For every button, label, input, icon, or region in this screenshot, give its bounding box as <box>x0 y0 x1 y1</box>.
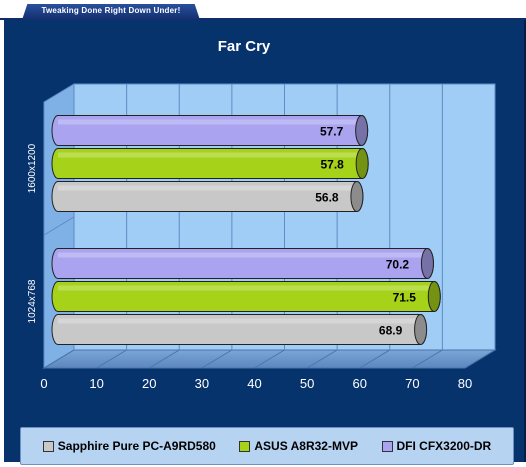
bar-cap <box>427 281 441 312</box>
chart-title: Far Cry <box>218 38 271 55</box>
legend-swatch <box>239 440 251 452</box>
bar-value-label: 71.5 <box>393 291 417 305</box>
bar-value-label: 57.7 <box>320 125 344 139</box>
site-tagline: Tweaking Done Right Down Under! <box>41 6 181 15</box>
floor-grid-line <box>359 349 391 369</box>
floor-grid-line <box>254 349 285 369</box>
legend-item: DFI CFX3200-DR <box>381 439 492 453</box>
legend-label: Sapphire Pure PC-A9RD580 <box>57 439 216 453</box>
bar-highlight <box>58 185 357 191</box>
bar-cap <box>350 181 364 212</box>
floor-grid-line <box>96 349 127 369</box>
bar-highlight <box>58 318 421 324</box>
floor-grid-line <box>201 349 233 369</box>
site-tab-shape <box>22 4 200 20</box>
bar-value-label: 68.9 <box>379 324 403 338</box>
y-category-label: 1600x1200 <box>27 143 38 193</box>
bar-value-label: 57.8 <box>320 158 344 172</box>
legend: Sapphire Pure PC-A9RD580 ASUS A8R32-MVP DF… <box>20 427 514 465</box>
floor-grid-line <box>43 349 75 369</box>
x-tick-label: 50 <box>300 376 314 391</box>
legend-label: ASUS A8R32-MVP <box>254 439 358 453</box>
y-category-label: 1024x768 <box>27 279 38 323</box>
x-tick-label: 10 <box>89 376 103 391</box>
chart-canvas: Far Cry 0 10 20 30 40 50 60 70 80 1600x1200 57.7 57… <box>27 38 497 391</box>
bar-highlight <box>58 252 428 258</box>
category-divider <box>43 216 75 236</box>
bar-highlight <box>58 152 363 158</box>
bar-value-label: 70.2 <box>386 258 410 272</box>
bar-value-label: 56.8 <box>315 191 339 205</box>
x-tick-label: 0 <box>40 376 47 391</box>
bar-cap <box>420 248 434 279</box>
floor-grid-line <box>148 349 180 369</box>
x-tick-label: 80 <box>458 376 472 391</box>
legend-label: DFI CFX3200-DR <box>396 439 492 453</box>
floor-grid-line <box>306 349 338 369</box>
floor-grid-line <box>464 349 496 369</box>
legend-item: ASUS A8R32-MVP <box>239 439 358 453</box>
bar-highlight <box>58 285 435 291</box>
x-tick-label: 70 <box>405 376 419 391</box>
plot-area: 0 10 20 30 40 50 60 70 80 1600x1200 57.7 57.8 56.8 10… <box>27 83 497 391</box>
floor-grid-line <box>412 349 443 369</box>
bar-cap <box>355 115 369 146</box>
x-tick-label: 60 <box>353 376 367 391</box>
legend-swatch <box>381 440 393 452</box>
legend-swatch <box>42 440 54 452</box>
site-header-bar: Tweaking Done Right Down Under! <box>0 0 526 20</box>
chart-panel: Far Cry 0 10 20 30 40 50 60 70 80 1600x1200 57.7 57… <box>4 20 526 465</box>
bar-highlight <box>58 119 362 125</box>
x-tick-label: 40 <box>247 376 261 391</box>
bar-cap <box>355 148 369 179</box>
x-tick-label: 30 <box>195 376 209 391</box>
bar-cap <box>414 314 428 345</box>
x-tick-label: 20 <box>142 376 156 391</box>
legend-item: Sapphire Pure PC-A9RD580 <box>42 439 216 453</box>
